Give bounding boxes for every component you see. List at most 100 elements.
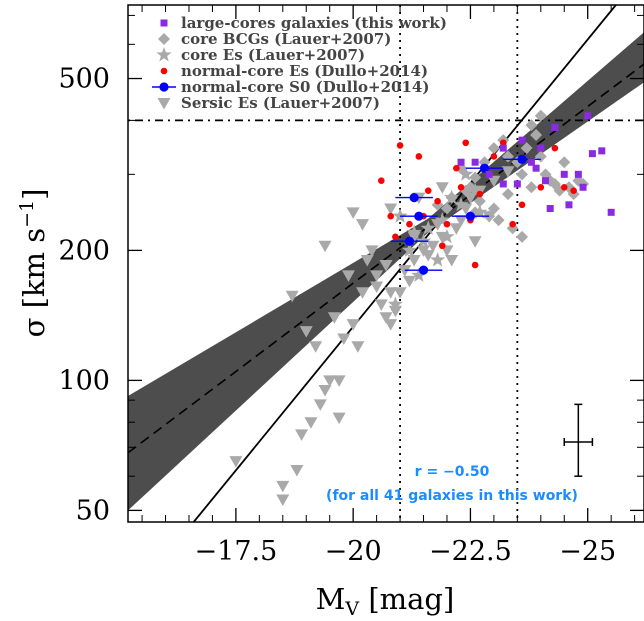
- legend-marker-1: [158, 33, 170, 45]
- point-square-8: [588, 150, 596, 158]
- point-square-14: [485, 170, 493, 178]
- point-square-15: [471, 158, 479, 166]
- x-axis-title-sub: V: [344, 598, 359, 620]
- point-diamond-35: [501, 188, 514, 201]
- point-circle-23: [457, 183, 465, 191]
- point-square-1: [499, 144, 507, 152]
- point-triangle-down-24: [384, 319, 398, 331]
- legend-label-1: core BCGs (Lauer+2007): [181, 30, 391, 48]
- point-circle-2: [396, 142, 404, 149]
- point-square-16: [499, 180, 507, 188]
- point-star-7: [387, 296, 403, 311]
- point-square-20: [532, 164, 540, 172]
- point-triangle-down-44: [384, 203, 398, 216]
- x-axis-title-unit: [mag]: [359, 582, 454, 616]
- point-triangle-down-13: [318, 240, 332, 253]
- point-circle-6: [424, 187, 432, 194]
- legend-item-4: normal-core S0 (Dullo+2014): [152, 78, 429, 96]
- point-circle-errbar-2: [400, 211, 438, 221]
- point-star-12: [458, 166, 474, 181]
- point-square-17: [551, 124, 559, 132]
- point-circle-13: [476, 190, 484, 198]
- point-square-3: [537, 144, 545, 152]
- point-circle-19: [551, 144, 559, 152]
- point-triangle-down-1: [276, 494, 290, 506]
- fit-line-dashed: [128, 63, 644, 454]
- point-triangle-down-55: [346, 319, 360, 331]
- point-triangle-down-10: [285, 290, 299, 303]
- point-triangle-down-11: [299, 326, 313, 338]
- legend-marker-5: [157, 98, 171, 110]
- point-square-5: [574, 170, 582, 178]
- point-triangle-down-6: [304, 417, 318, 429]
- point-diamond-8: [516, 168, 529, 181]
- point-triangle-down-32: [426, 240, 440, 253]
- point-triangle-down-22: [374, 299, 388, 311]
- point-circle-24: [490, 153, 498, 160]
- point-triangle-down-49: [370, 270, 384, 282]
- point-square-2: [527, 158, 535, 166]
- point-triangle-down-14: [327, 312, 341, 324]
- point-triangle-down-37: [449, 223, 463, 235]
- point-circle-8: [443, 220, 451, 228]
- point-triangle-down-50: [341, 270, 355, 282]
- point-circle-25: [415, 153, 423, 160]
- point-triangle-down-2: [276, 480, 290, 493]
- point-star-1: [429, 252, 446, 267]
- point-star-9: [420, 220, 436, 235]
- point-star-13: [406, 224, 422, 239]
- point-triangle-down-7: [318, 385, 332, 397]
- point-star-2: [439, 228, 455, 244]
- y-axis-title-main: σ [km s: [17, 228, 51, 338]
- legend-label-0: large-cores galaxies (this work): [181, 14, 447, 32]
- point-circle-9: [453, 164, 460, 172]
- point-triangle-down-15: [337, 333, 351, 346]
- annotation-r: r = −0.50: [415, 464, 490, 480]
- y-axis-title: σ [km s−1]: [16, 189, 51, 338]
- point-circle-errbar-6-dot: [517, 154, 527, 164]
- point-circle-10: [462, 139, 470, 147]
- point-triangle-down-8: [323, 375, 337, 387]
- x-axis-title: MV [mag]: [316, 582, 455, 620]
- y-tick-label-1: 100: [58, 365, 110, 396]
- point-triangle-down-38: [454, 215, 468, 227]
- point-square-6: [579, 183, 587, 191]
- point-diamond-9: [520, 142, 533, 155]
- point-circle-errbar-4: [451, 211, 490, 221]
- axis-ticks: [128, 5, 644, 522]
- legend-marker-4: [152, 82, 176, 92]
- point-square-7: [584, 112, 592, 120]
- point-triangle-down-19: [360, 255, 374, 267]
- x-axis-title-main: M: [316, 582, 346, 616]
- point-square-19: [541, 177, 549, 185]
- point-diamond-23: [516, 230, 529, 243]
- plot-frame: [127, 4, 644, 523]
- point-circle-21: [570, 187, 577, 194]
- reference-lines: [128, 5, 644, 522]
- point-square-18: [457, 158, 465, 166]
- point-square-10: [607, 208, 615, 216]
- point-star-14: [467, 182, 483, 198]
- point-triangle-down-9: [332, 412, 346, 425]
- legend-label-4: normal-core S0 (Dullo+2014): [181, 78, 429, 96]
- point-circle-errbar-1-dot: [404, 236, 415, 246]
- y-axis-title-sup: −1: [16, 200, 38, 228]
- point-star-3: [453, 196, 469, 212]
- point-circle-18: [537, 183, 545, 191]
- point-triangle-down-51: [379, 260, 393, 272]
- point-triangle-down-12: [309, 341, 323, 353]
- legend-marker-0: [160, 19, 168, 27]
- point-circle-errbar-0: [395, 193, 433, 203]
- point-diamond-25: [473, 195, 486, 208]
- point-triangle-down-46: [435, 182, 449, 194]
- axis-tick-labels: −17.5 −20 −22.5 −25 50 100 200 500: [58, 64, 616, 567]
- point-triangle-down-42: [487, 175, 501, 188]
- point-diamond-33: [525, 119, 538, 132]
- point-circle-20: [560, 183, 568, 191]
- point-circle-errbar-0-dot: [409, 193, 419, 203]
- point-star-8: [392, 208, 408, 223]
- point-diamond-2: [469, 171, 482, 184]
- x-tick-label-3: −25: [559, 536, 616, 567]
- point-circle-errbar-1: [390, 236, 429, 246]
- point-circle-7: [434, 197, 441, 205]
